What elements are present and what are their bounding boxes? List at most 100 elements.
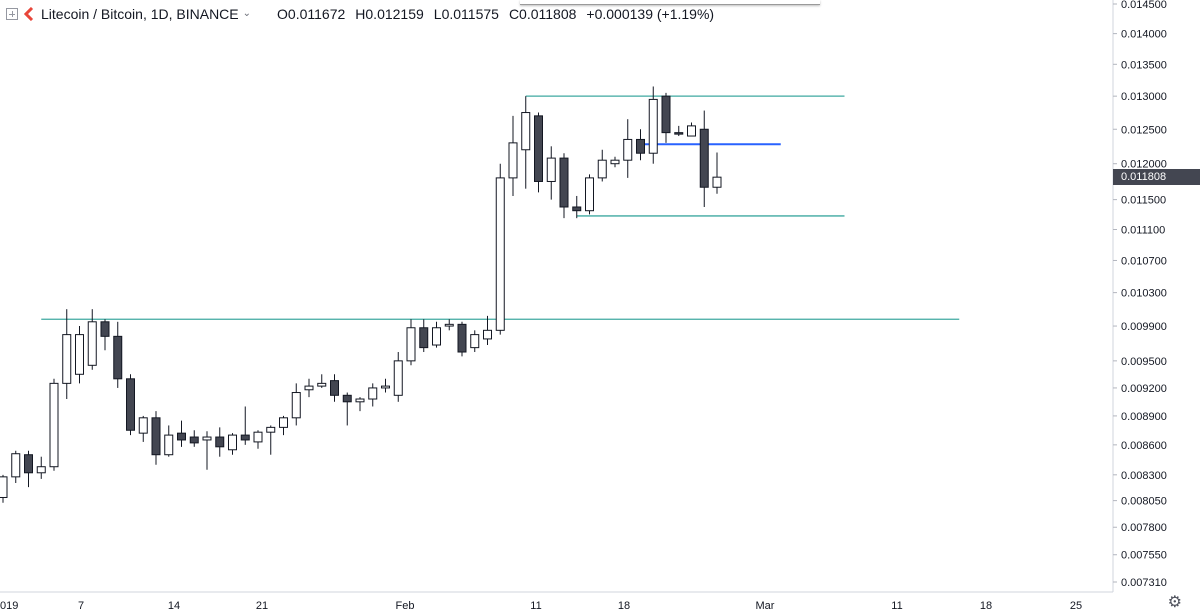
y-tick-label: 0.007550 (1121, 550, 1167, 562)
candle-body (585, 177, 594, 212)
candle (113, 321, 123, 388)
candle-body (291, 392, 301, 419)
candle-body (572, 206, 582, 212)
candle (495, 163, 505, 335)
candle (406, 319, 416, 366)
candle (521, 96, 531, 189)
candle (546, 146, 556, 200)
candle-body (534, 115, 543, 182)
open-value: O0.011672 (277, 6, 346, 22)
candle (572, 195, 582, 219)
y-tick-label: 0.008050 (1121, 496, 1167, 508)
candle-body (342, 394, 352, 403)
candle-body (597, 159, 607, 179)
candle-body (355, 398, 365, 403)
candle (62, 309, 72, 400)
y-tick-label: 0.014500 (1121, 0, 1167, 11)
x-tick-label: 11 (530, 600, 541, 612)
legend-header: Litecoin / Bitcoin, 1D, BINANCE ⌄ O0.011… (0, 0, 714, 28)
candle-body (279, 417, 288, 428)
y-tick-label: 0.008900 (1121, 411, 1167, 423)
candle-body (381, 385, 390, 389)
y-tick-label: 0.013500 (1121, 59, 1167, 71)
y-tick-label: 0.007310 (1121, 577, 1167, 589)
candle (381, 378, 390, 393)
y-tick-label: 0.013000 (1121, 91, 1167, 103)
candle-body (113, 335, 123, 380)
candle-body (368, 387, 378, 400)
candle-body (164, 434, 174, 456)
candle (279, 415, 288, 436)
candle (597, 149, 607, 182)
candle-body (253, 431, 263, 443)
candle (585, 174, 594, 215)
candle-body (610, 159, 620, 165)
y-tick-label: 0.012500 (1121, 124, 1167, 136)
x-tick-label: 7 (78, 600, 84, 612)
x-tick-label: 11 (891, 600, 902, 612)
candle (100, 319, 110, 351)
ohlc-values: O0.011672 H0.012159 L0.011575 C0.011808 … (277, 6, 714, 22)
candle-body (559, 157, 569, 208)
candle (330, 374, 339, 402)
candle (636, 129, 645, 161)
candle (687, 122, 696, 137)
candle-body (0, 476, 8, 498)
x-tick-label: 14 (168, 600, 180, 612)
candle-body (75, 334, 84, 375)
candle (419, 319, 429, 353)
y-tick-label: 0.012000 (1121, 159, 1167, 171)
candle-body (189, 436, 199, 444)
candles-layer (0, 86, 722, 503)
candle (623, 119, 633, 178)
time-axis[interactable]: 019 7 14 21 Feb 11 18 Mar 11 18 25 (0, 600, 1082, 612)
close-value: C0.011808 (508, 6, 577, 22)
y-tick-label: 0.008600 (1121, 440, 1167, 452)
candle-body (202, 436, 212, 441)
candle (240, 406, 250, 445)
candle (444, 319, 454, 331)
candle-body (470, 334, 480, 349)
collapse-legend-icon[interactable] (6, 8, 18, 20)
candle (266, 425, 276, 455)
candle-body (126, 378, 135, 431)
y-tick-label: 0.010300 (1121, 288, 1167, 300)
candle (151, 411, 161, 465)
price-axis[interactable]: 0.014500 0.014000 0.013500 0.013000 0.012500… (1113, 0, 1167, 589)
candle-body (228, 434, 237, 451)
candle (483, 315, 492, 346)
candle (699, 110, 709, 207)
candle-body (444, 323, 454, 327)
candle-body (687, 125, 696, 137)
candle (24, 450, 33, 488)
candle-body (62, 334, 72, 384)
symbol-title[interactable]: Litecoin / Bitcoin, 1D, BINANCE (41, 6, 239, 22)
candle-body (240, 434, 250, 441)
candle (470, 330, 480, 353)
candle-body (87, 321, 97, 366)
candle-body (432, 327, 441, 346)
candle (228, 433, 237, 455)
x-tick-label: 019 (0, 600, 18, 612)
candle-body (636, 138, 645, 154)
y-tick-label: 0.009500 (1121, 356, 1167, 368)
y-tick-label: 0.014000 (1121, 29, 1167, 41)
candle-body (674, 132, 684, 135)
candle (457, 321, 467, 357)
gear-icon[interactable]: ⚙ (1167, 594, 1182, 611)
candle-body (330, 380, 339, 396)
chevron-down-icon[interactable]: ⌄ (242, 7, 252, 19)
candle (253, 430, 263, 449)
candle (36, 456, 46, 479)
candle-body (49, 382, 59, 468)
candle (138, 415, 148, 442)
candle-body (266, 426, 276, 433)
candle-body (177, 432, 186, 441)
candle-body (406, 327, 416, 362)
candle (87, 309, 97, 370)
y-tick-label: 0.010700 (1121, 255, 1167, 267)
candle (0, 474, 8, 503)
y-tick-label: 0.011100 (1121, 224, 1165, 236)
